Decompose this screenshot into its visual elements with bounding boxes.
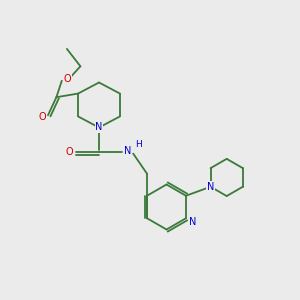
Text: H: H (135, 140, 141, 149)
Text: O: O (66, 147, 74, 157)
Text: N: N (124, 146, 131, 156)
Text: N: N (207, 182, 214, 192)
Text: O: O (64, 74, 72, 85)
Text: O: O (39, 112, 46, 122)
Text: N: N (189, 217, 196, 227)
Text: N: N (95, 122, 103, 133)
